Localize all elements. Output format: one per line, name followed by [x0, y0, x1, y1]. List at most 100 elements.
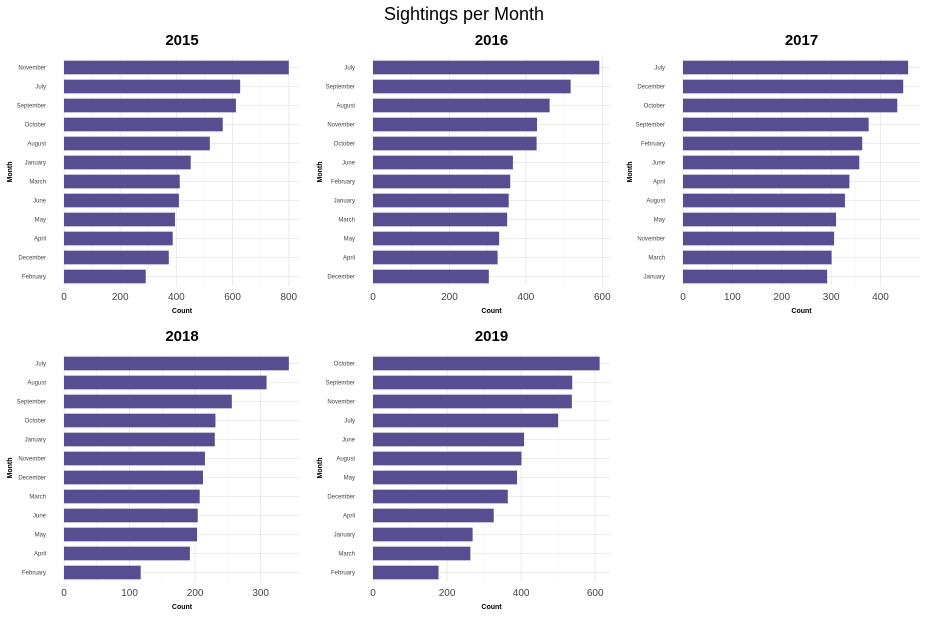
y-tick-label: October — [334, 142, 355, 148]
bar-march — [64, 489, 200, 504]
bar-april — [683, 174, 850, 189]
y-tick-label: September — [636, 123, 665, 129]
bar-march — [683, 250, 832, 265]
x-tick-label: 800 — [280, 292, 297, 303]
bar-october — [373, 136, 537, 151]
bar-december — [373, 489, 508, 504]
y-tick-label: July — [344, 419, 355, 425]
facet-2017: 0 100 200 300 400 July December October Septembe… — [627, 32, 920, 315]
y-axis-label: Month — [317, 458, 324, 479]
y-axis-label: Month — [7, 162, 14, 183]
y-tick-label: March — [648, 256, 665, 262]
bar-december — [64, 470, 203, 485]
panel-title: 2019 — [475, 328, 508, 345]
y-tick-label: March — [338, 552, 355, 558]
bar-august — [373, 98, 550, 113]
y-tick-label: February — [331, 571, 355, 577]
bar-july — [373, 60, 600, 75]
y-tick-label: November — [18, 66, 46, 72]
y-tick-label: February — [641, 142, 665, 148]
y-tick-label: November — [18, 457, 46, 463]
y-tick-label: March — [338, 218, 355, 224]
facet-2015: 0 200 400 600 800 November July September Octobe… — [7, 32, 300, 315]
bar-june — [64, 508, 198, 523]
x-tick-label: 600 — [224, 292, 241, 303]
x-tick-label: 200 — [439, 588, 456, 599]
x-tick-label: 100 — [724, 292, 741, 303]
y-tick-label: April — [343, 514, 355, 520]
bar-september — [64, 394, 232, 409]
x-tick-label: 100 — [121, 588, 138, 599]
bar-february — [683, 136, 863, 151]
y-tick-label: December — [637, 85, 665, 91]
y-tick-label: June — [342, 161, 356, 167]
x-axis-label: Count — [481, 308, 502, 315]
bar-february — [64, 565, 141, 580]
bar-may — [64, 212, 175, 227]
bar-june — [64, 193, 179, 208]
panel-title: 2018 — [165, 328, 198, 345]
bar-august — [64, 375, 267, 390]
bar-june — [683, 155, 860, 170]
y-tick-label: September — [326, 381, 355, 387]
y-tick-label: October — [25, 419, 46, 425]
bar-march — [373, 546, 471, 561]
bar-april — [373, 250, 498, 265]
bar-may — [683, 212, 837, 227]
facet-2016: 0 200 400 600 July September August November Oct… — [317, 32, 611, 315]
bar-february — [373, 174, 511, 189]
x-tick-label: 0 — [680, 292, 686, 303]
y-tick-label: July — [654, 66, 665, 72]
bar-january — [373, 527, 473, 542]
bar-october — [64, 117, 223, 132]
bar-september — [64, 98, 236, 113]
y-tick-label: July — [35, 362, 46, 368]
bar-october — [373, 356, 600, 371]
y-tick-label: March — [29, 495, 46, 501]
x-tick-label: 400 — [518, 292, 535, 303]
bar-july — [64, 79, 241, 94]
y-tick-label: November — [327, 123, 355, 129]
bar-october — [683, 98, 898, 113]
facet-2018: 0 100 200 300 July August September October Janu… — [7, 328, 300, 611]
y-axis-label: Month — [627, 162, 634, 183]
y-tick-label: May — [344, 237, 355, 243]
x-axis-label: Count — [172, 308, 193, 315]
y-tick-label: August — [336, 104, 355, 110]
y-tick-label: September — [326, 85, 355, 91]
y-tick-label: April — [343, 256, 355, 262]
y-tick-label: December — [18, 476, 46, 482]
bar-august — [64, 136, 210, 151]
y-tick-label: June — [652, 161, 666, 167]
y-tick-label: January — [25, 438, 46, 444]
y-tick-label: June — [33, 199, 47, 205]
y-tick-label: January — [644, 275, 665, 281]
y-tick-label: May — [344, 476, 355, 482]
bar-june — [373, 432, 525, 447]
panel-title: 2015 — [165, 32, 198, 49]
bar-november — [64, 451, 205, 466]
x-tick-label: 200 — [112, 292, 129, 303]
y-tick-label: April — [653, 180, 665, 186]
y-tick-label: August — [336, 457, 355, 463]
y-tick-label: April — [34, 237, 46, 243]
y-tick-label: October — [334, 362, 355, 368]
bar-january — [64, 432, 215, 447]
bar-october — [64, 413, 216, 428]
y-tick-label: May — [35, 218, 46, 224]
x-tick-label: 0 — [61, 588, 67, 599]
bar-april — [64, 231, 173, 246]
y-tick-label: June — [342, 438, 356, 444]
bar-july — [373, 413, 559, 428]
bar-april — [64, 546, 190, 561]
x-axis-label: Count — [172, 604, 193, 611]
y-tick-label: February — [331, 180, 355, 186]
bar-january — [64, 155, 191, 170]
x-tick-label: 400 — [513, 588, 530, 599]
bar-september — [373, 79, 571, 94]
y-tick-label: January — [334, 533, 355, 539]
y-axis-label: Month — [7, 458, 14, 479]
x-tick-label: 200 — [441, 292, 458, 303]
y-tick-label: January — [25, 161, 46, 167]
bar-december — [64, 250, 169, 265]
